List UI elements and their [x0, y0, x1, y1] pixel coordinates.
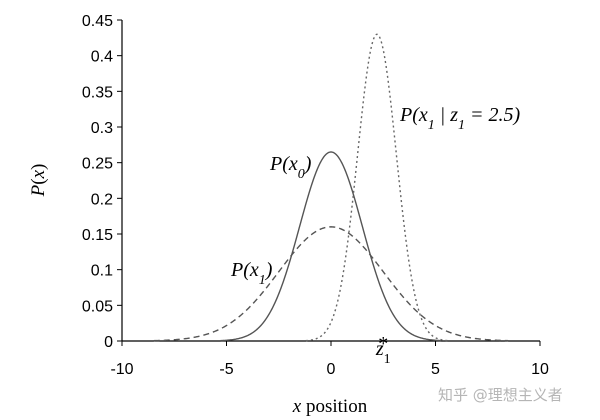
- label-p-x1: P(x1): [230, 259, 273, 288]
- y-axis-label: P(x): [28, 164, 49, 198]
- series-group: [153, 33, 509, 342]
- y-tick-label: 0.3: [91, 120, 113, 137]
- x-ticks: -10 -5 0 5 10: [110, 341, 549, 378]
- series-line-1: [220, 151, 442, 342]
- x-tick-label: 10: [531, 361, 549, 378]
- watermark: 知乎 @理想主义者: [438, 386, 563, 404]
- x-tick-label: -5: [219, 361, 233, 378]
- x-tick-label: -10: [110, 361, 133, 378]
- y-tick-label: 0: [104, 334, 113, 351]
- y-ticks: 0 0.05 0.1 0.15 0.2 0.25 0.3 0.35 0.4 0.45: [82, 13, 122, 351]
- y-tick-label: 0.25: [82, 156, 113, 173]
- x-tick-label: 5: [431, 361, 440, 378]
- label-posterior: P(x1 | z1 = 2.5): [399, 104, 521, 133]
- x-axis-label: x position: [292, 396, 368, 417]
- y-tick-label: 0.4: [91, 49, 113, 66]
- x-tick-label: 0: [327, 361, 336, 378]
- series-line-2: [153, 226, 509, 342]
- series-line-3: [305, 33, 449, 342]
- label-z1: z1: [375, 338, 391, 367]
- y-tick-label: 0.45: [82, 13, 113, 30]
- z1-marker: *: [378, 333, 388, 355]
- y-tick-label: 0.05: [82, 298, 113, 315]
- y-tick-label: 0.35: [82, 84, 113, 101]
- label-p-x0: P(x0): [269, 153, 312, 182]
- y-tick-label: 0.2: [91, 191, 113, 208]
- y-tick-label: 0.1: [91, 263, 113, 280]
- y-tick-label: 0.15: [82, 227, 113, 244]
